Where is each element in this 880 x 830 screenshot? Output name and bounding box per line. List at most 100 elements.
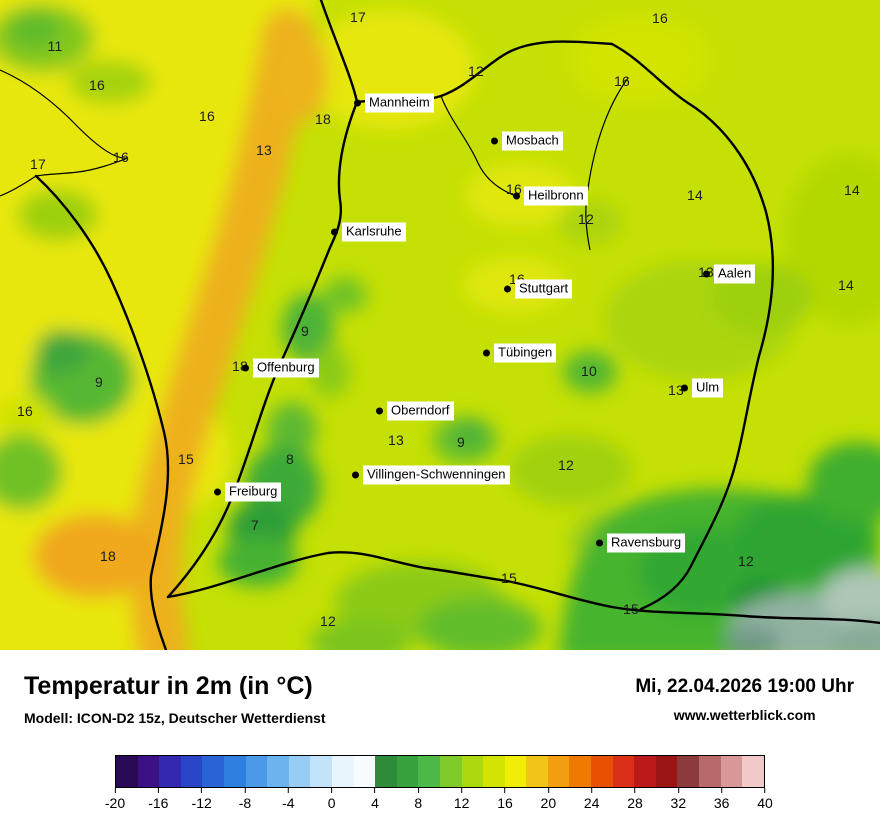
temperature-value: 12 xyxy=(468,63,484,79)
colorbar-segment xyxy=(116,756,138,787)
city-label: Ulm xyxy=(692,378,724,398)
city-marker-mannheim: Mannheim xyxy=(354,93,434,113)
city-marker-oberndorf: Oberndorf xyxy=(376,401,454,421)
colorbar-segment xyxy=(742,756,764,787)
temperature-field xyxy=(0,0,880,650)
city-label: Ravensburg xyxy=(607,533,686,553)
city-marker-heilbronn: Heilbronn xyxy=(513,186,588,206)
colorbar-tick-label: 12 xyxy=(454,788,469,811)
colorbar-segment xyxy=(418,756,440,787)
temperature-value: 15 xyxy=(623,601,639,617)
colorbar-segment xyxy=(267,756,289,787)
city-label: Stuttgart xyxy=(515,279,573,299)
colorbar-tick-label: -4 xyxy=(282,788,295,811)
colorbar-tick-mark xyxy=(157,788,159,793)
colorbar-tick-label: 16 xyxy=(497,788,513,811)
temperature-value: 16 xyxy=(113,149,129,165)
temperature-value: 9 xyxy=(95,374,103,390)
city-dot xyxy=(703,270,710,278)
temperature-value: 13 xyxy=(388,432,404,448)
colorbar-segment xyxy=(612,756,635,787)
city-marker-offenburg: Offenburg xyxy=(242,358,319,378)
colorbar-tick-mark xyxy=(417,788,419,793)
colorbar-tick-label: -12 xyxy=(192,788,212,811)
city-dot xyxy=(513,192,520,200)
colorbar-tick-label: -16 xyxy=(148,788,168,811)
colorbar-segment xyxy=(331,756,354,787)
colorbar-ticks: -20 -16 -12 -8 -4 0 4 8 12 16 20 24 28 32 36 40 xyxy=(105,788,773,816)
city-marker-ulm: Ulm xyxy=(681,378,724,398)
colorbar-segment xyxy=(353,756,376,787)
temperature-value: 13 xyxy=(668,382,684,398)
colorbar-segment xyxy=(245,756,268,787)
city-marker-ravensburg: Ravensburg xyxy=(596,533,686,553)
temperature-value: 16 xyxy=(652,10,668,26)
temperature-value: 12 xyxy=(738,553,754,569)
colorbar-segment xyxy=(310,756,332,787)
colorbar-tick-mark xyxy=(504,788,506,793)
temperature-value: 10 xyxy=(581,363,597,379)
temperature-value: 7 xyxy=(251,517,259,533)
temperature-value: 13 xyxy=(256,142,272,158)
colorbar-tick-mark xyxy=(591,788,593,793)
city-marker-karlsruhe: Karlsruhe xyxy=(331,222,406,242)
city-dot xyxy=(483,349,490,357)
temperature-value: 9 xyxy=(457,434,465,450)
city-dot xyxy=(354,99,361,107)
colorbar-tick-mark xyxy=(244,788,246,793)
colorbar-segment xyxy=(137,756,160,787)
colorbar-tick-label: 36 xyxy=(714,788,729,811)
temperature-value: 16 xyxy=(89,77,105,93)
city-label: Offenburg xyxy=(253,358,319,378)
colorbar-tick-mark xyxy=(547,788,549,793)
temperature-value: 12 xyxy=(320,613,336,629)
colorbar-tick-label: 0 xyxy=(328,788,336,811)
temperature-value: 14 xyxy=(844,182,860,198)
colorbar-tick-mark xyxy=(461,788,463,793)
city-marker-aalen: Aalen xyxy=(703,264,756,284)
temperature-value: 12 xyxy=(578,211,594,227)
colorbar-tick-label: -20 xyxy=(105,788,125,811)
colorbar-tick-label: 24 xyxy=(584,788,599,811)
city-label: Freiburg xyxy=(225,482,282,502)
city-label: Mannheim xyxy=(365,93,434,113)
colorbar-tick-mark xyxy=(677,788,679,793)
colorbar-segment xyxy=(461,756,484,787)
colorbar-segment xyxy=(504,756,527,787)
temperature-value: 14 xyxy=(687,187,703,203)
temperature-value: 9 xyxy=(301,323,309,339)
city-label: Villingen-Schwenningen xyxy=(363,465,510,485)
temperature-map: 1117161612161618131716161414121613149181… xyxy=(0,0,880,650)
colorbar-tick-mark xyxy=(114,788,116,793)
city-label: Aalen xyxy=(714,264,756,284)
colorbar-segment xyxy=(569,756,592,787)
colorbar-tick-mark xyxy=(721,788,723,793)
colorbar-segment xyxy=(591,756,613,787)
city-layer: Mannheim Mosbach Heilbronn Karlsruhe Stuttga… xyxy=(214,93,756,553)
colorbar-segment xyxy=(396,756,419,787)
colorbar-tick-mark xyxy=(374,788,376,793)
colorbar-tick-mark xyxy=(764,788,766,793)
colorbar-tick-label: 4 xyxy=(371,788,379,811)
temperature-value: 16 xyxy=(199,108,215,124)
colorbar-wrap: -20 -16 -12 -8 -4 0 4 8 12 16 20 24 28 32 36 40 xyxy=(105,755,773,816)
city-dot xyxy=(376,407,383,415)
colorbar-segment xyxy=(202,756,224,787)
temperature-value: 8 xyxy=(286,451,294,467)
colorbar-segment xyxy=(159,756,181,787)
temperature-value: 17 xyxy=(350,9,366,25)
city-dot xyxy=(504,285,511,293)
colorbar-tick-label: 8 xyxy=(414,788,422,811)
colorbar-segment xyxy=(677,756,700,787)
city-label: Mosbach xyxy=(502,131,563,151)
colorbar-segment xyxy=(483,756,505,787)
forecast-datetime: Mi, 22.04.2026 19:00 Uhr xyxy=(635,676,854,697)
page-title: Temperatur in 2m (in °C) xyxy=(24,672,313,700)
district-borders xyxy=(0,69,629,251)
map-footer: Temperatur in 2m (in °C) Modell: ICON-D2… xyxy=(0,650,880,830)
city-label: Heilbronn xyxy=(524,186,588,206)
temperature-value: 15 xyxy=(501,570,517,586)
temperature-value: 12 xyxy=(558,457,574,473)
temperature-value: 17 xyxy=(30,156,46,172)
colorbar-segment xyxy=(699,756,721,787)
